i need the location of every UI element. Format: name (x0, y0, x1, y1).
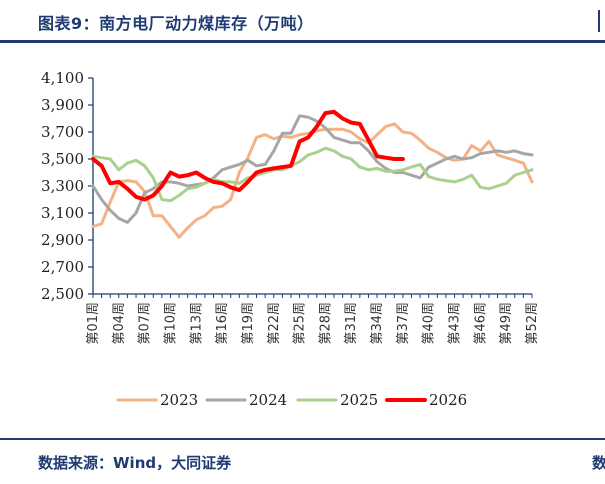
footer-rule (0, 438, 605, 440)
x-tick-label: 第46周 (473, 302, 488, 345)
legend-label-2025: 2025 (340, 391, 378, 409)
y-tick-label: 3,900 (41, 96, 84, 114)
x-tick-label: 第52周 (525, 302, 540, 345)
source-note: 数据来源：Wind，大同证券 (38, 454, 232, 472)
x-tick-label: 第49周 (499, 302, 514, 345)
x-tick-label: 第13周 (189, 302, 204, 345)
y-tick-label: 2,900 (41, 231, 84, 249)
x-tick-label: 第40周 (422, 302, 437, 345)
x-tick-label: 第22周 (267, 302, 282, 345)
y-tick-label: 3,500 (41, 150, 84, 168)
chart-header: 图表9：南方电厂动力煤库存（万吨） (0, 0, 605, 44)
series-line-2023 (91, 122, 534, 239)
y-tick-label: 3,100 (41, 204, 84, 222)
series-line-2025 (91, 146, 534, 203)
header-right-mark (598, 10, 605, 32)
series-line-2026 (91, 109, 405, 202)
x-tick-label: 第04周 (112, 302, 127, 345)
legend-label-2024: 2024 (249, 391, 287, 409)
x-tick-label: 第34周 (370, 302, 385, 345)
legend-label-2023: 2023 (160, 391, 198, 409)
x-tick-label: 第37周 (396, 302, 411, 345)
x-tick-label: 第31周 (344, 302, 359, 345)
x-tick-label: 第10周 (163, 302, 178, 345)
y-tick-label: 3,700 (41, 123, 84, 141)
header-rule (0, 40, 605, 43)
x-tick-label: 第28周 (318, 302, 333, 345)
x-tick-label: 第19周 (241, 302, 256, 345)
y-tick-label: 2,700 (41, 258, 84, 276)
x-tick-label: 第43周 (448, 302, 463, 345)
y-tick-label: 2,500 (41, 285, 84, 303)
legend-label-2026: 2026 (429, 391, 467, 409)
x-tick-label: 第25周 (293, 302, 308, 345)
y-tick-label: 3,300 (41, 177, 84, 195)
chart-title: 图表9：南方电厂动力煤库存（万吨） (38, 14, 314, 33)
x-tick-label: 第07周 (138, 302, 153, 345)
source-right-glyph: 数 (592, 454, 605, 472)
x-tick-label: 第16周 (215, 302, 230, 345)
y-tick-label: 4,100 (41, 69, 84, 87)
x-tick-label: 第01周 (86, 302, 101, 345)
